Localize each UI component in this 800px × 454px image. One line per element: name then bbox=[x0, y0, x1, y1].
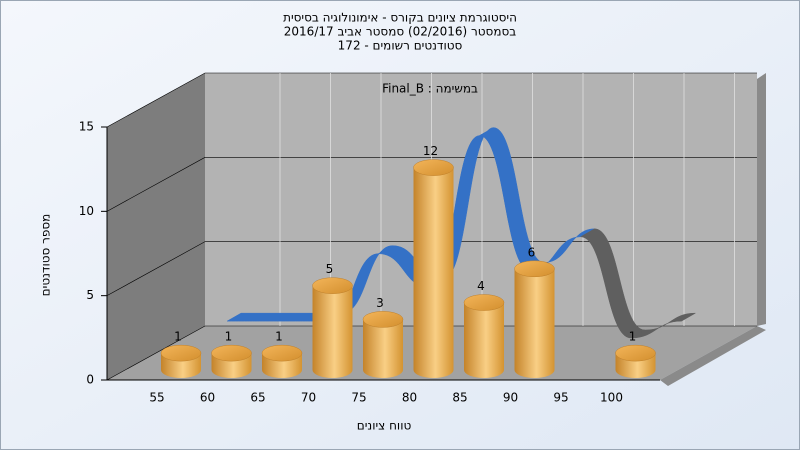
x-tick-label: 95 bbox=[553, 391, 568, 405]
bar-top bbox=[312, 277, 353, 294]
data-label: 3 bbox=[376, 296, 384, 310]
left-wall bbox=[107, 73, 205, 380]
x-tick-label: 90 bbox=[503, 391, 518, 405]
bar-top bbox=[211, 344, 252, 362]
y-tick-label: 5 bbox=[86, 288, 94, 302]
back-wall-edge bbox=[757, 73, 766, 326]
y-tick-label: 0 bbox=[86, 373, 94, 387]
grid-line bbox=[106, 325, 757, 381]
curve-segment bbox=[630, 312, 697, 339]
y-tick-label: 15 bbox=[79, 120, 94, 134]
data-label: 6 bbox=[528, 245, 536, 259]
data-label: 1 bbox=[629, 330, 637, 344]
bar-top bbox=[362, 311, 404, 328]
x-tick-label: 60 bbox=[200, 391, 215, 405]
bar bbox=[413, 167, 454, 378]
x-axis-label: טווח ציונים bbox=[357, 419, 412, 433]
bar bbox=[464, 302, 504, 378]
bar-top bbox=[514, 260, 555, 278]
x-tick-label: 100 bbox=[600, 391, 623, 405]
chart-title: היסטוגרמת ציונים בקורס - אימונולוגיה בסי… bbox=[283, 11, 517, 25]
y-tick-label: 10 bbox=[79, 204, 94, 218]
bar-top bbox=[463, 294, 505, 311]
x-tick-label: 75 bbox=[351, 391, 366, 405]
chart-subtitle: סטודנטים רשומים - 172 bbox=[338, 39, 463, 53]
data-label: 12 bbox=[423, 144, 438, 158]
bar bbox=[363, 319, 403, 378]
x-tick-label: 70 bbox=[301, 391, 316, 405]
bar bbox=[312, 285, 353, 378]
bar-top bbox=[413, 159, 454, 176]
data-label: 1 bbox=[225, 330, 233, 344]
data-label: 4 bbox=[477, 279, 485, 293]
x-tick-label: 80 bbox=[402, 391, 417, 405]
chart-subtitle: בסמסטר (02/2016) סמסטר אביב 2016/17 bbox=[284, 25, 516, 39]
bar-top bbox=[160, 344, 202, 362]
grid-line bbox=[106, 72, 757, 128]
data-label: 1 bbox=[275, 330, 283, 344]
data-label: 1 bbox=[174, 330, 182, 344]
back-wall bbox=[205, 73, 757, 326]
bar-top bbox=[261, 344, 303, 362]
bar bbox=[514, 268, 555, 378]
y-axis-label: מספר סטודנטים bbox=[39, 214, 53, 297]
x-tick-label: 85 bbox=[452, 391, 467, 405]
bar-top bbox=[615, 344, 656, 362]
annotation: במשימה : Final_B bbox=[382, 82, 478, 96]
bars: 1 1 1 5 3 12 4 6 1 bbox=[160, 144, 656, 378]
data-label: 5 bbox=[326, 262, 334, 276]
grid-line bbox=[106, 241, 757, 296]
grid-line bbox=[106, 157, 757, 212]
floor-edge bbox=[660, 326, 766, 386]
x-tick-label: 55 bbox=[149, 391, 164, 405]
grid bbox=[101, 72, 757, 381]
x-tick-label: 65 bbox=[250, 391, 265, 405]
